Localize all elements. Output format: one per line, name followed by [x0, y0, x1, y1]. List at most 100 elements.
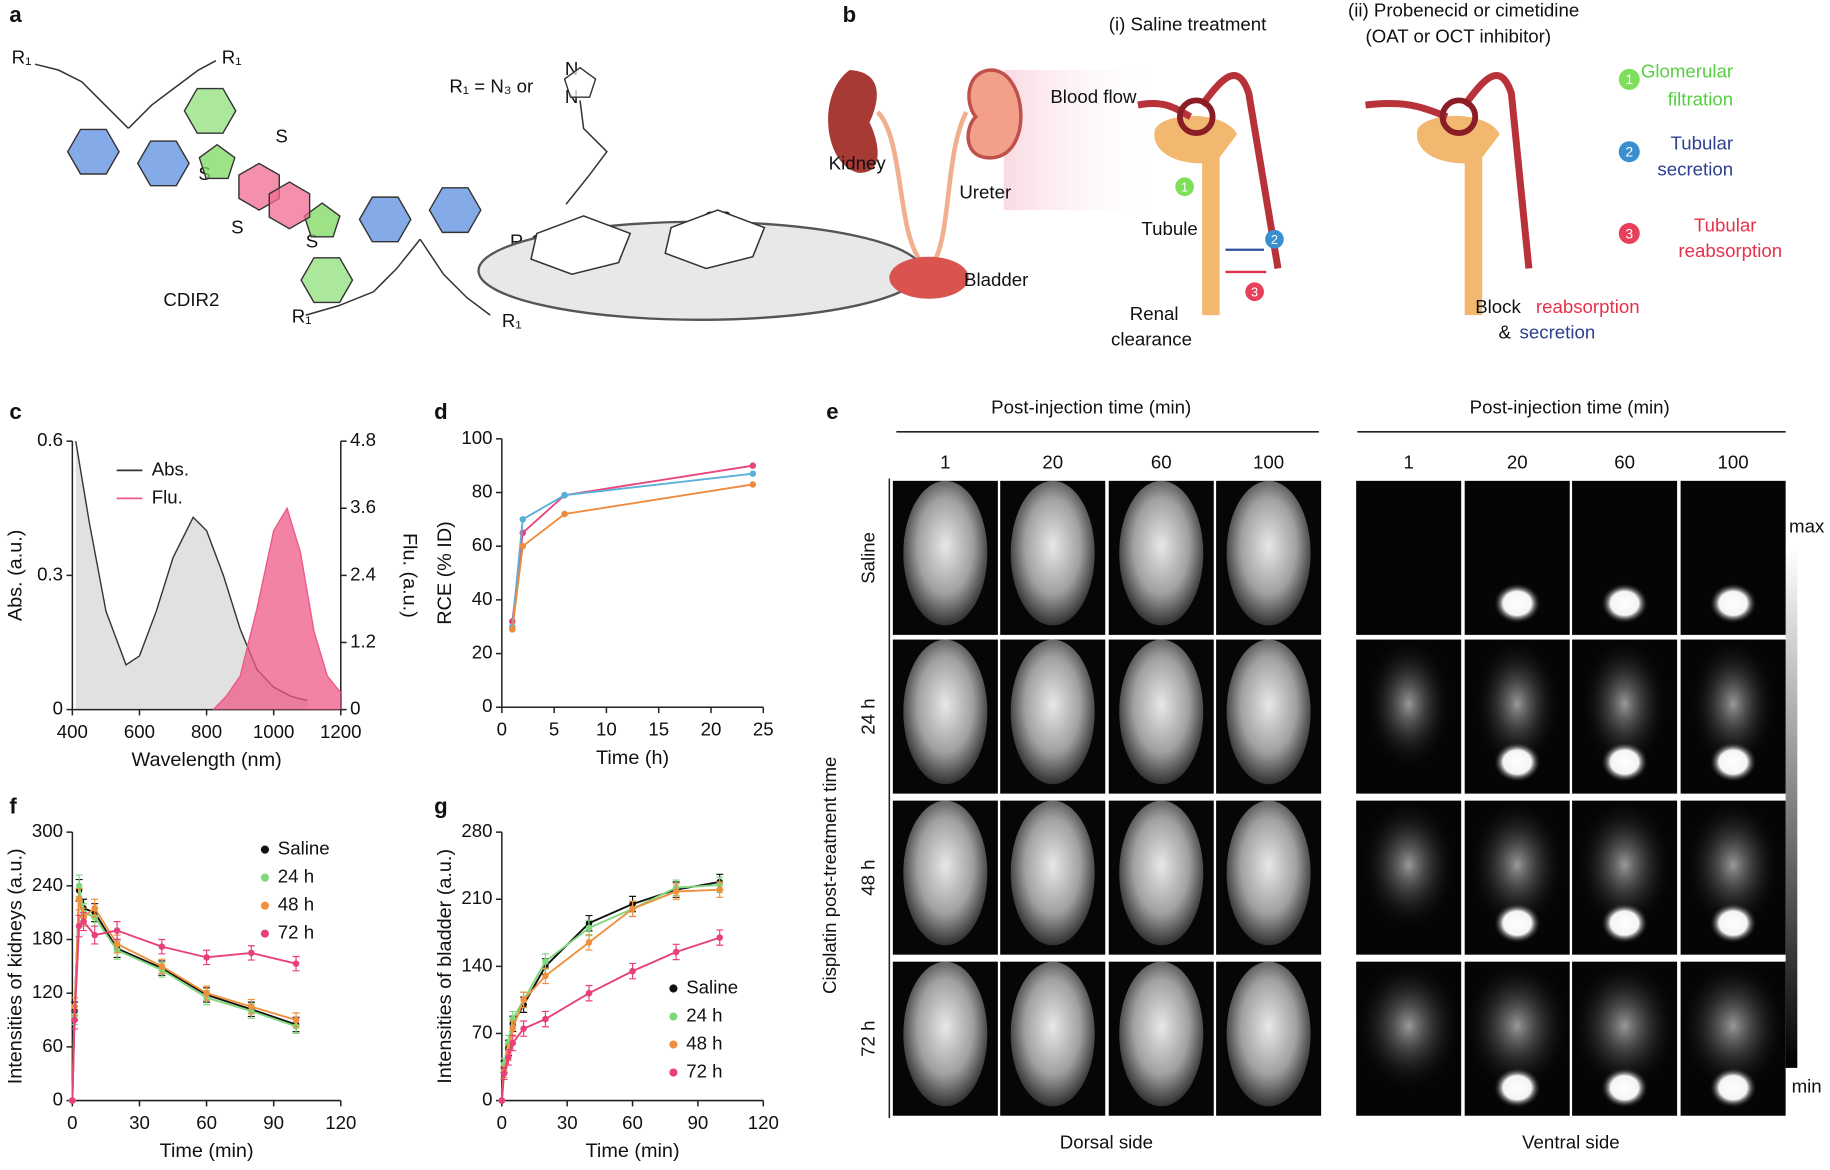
y-tick-label: 60	[42, 1035, 63, 1056]
step-badge	[1618, 68, 1640, 90]
axis-title: Post-injection time (min)	[1470, 396, 1670, 417]
bladder-signal	[1709, 1067, 1757, 1108]
mouse-body	[1010, 639, 1095, 785]
legend-swatch	[669, 1012, 678, 1021]
x-tick-label: 30	[129, 1112, 150, 1133]
point	[509, 1039, 517, 1047]
point	[542, 958, 549, 965]
mouse-body	[1119, 639, 1204, 785]
time-label: 20	[1042, 451, 1063, 472]
mouse-body	[1691, 639, 1776, 768]
x-tick-label: 90	[688, 1112, 709, 1133]
label: clearance	[1111, 329, 1192, 350]
legend-swatch	[669, 1068, 678, 1077]
mouse-body	[1573, 961, 1676, 1091]
point	[509, 1025, 517, 1032]
x-axis-label: Wavelength (nm)	[131, 749, 281, 771]
image-tile	[1356, 480, 1462, 635]
tubule-shape	[1416, 115, 1500, 316]
ring	[300, 257, 354, 304]
label: &	[1499, 322, 1512, 343]
y-tick-label: 80	[472, 480, 493, 501]
line	[71, 885, 297, 1101]
y-tick-label: 100	[461, 427, 492, 448]
x-tick-label: 60	[196, 1112, 217, 1133]
x-tick-label: 60	[622, 1112, 643, 1133]
step-badge	[1245, 282, 1264, 302]
label: (i) Saline treatment	[1109, 14, 1267, 35]
mouse-body	[1366, 639, 1451, 768]
substituent: R₁	[502, 310, 522, 331]
legend-label: 24 h	[278, 866, 314, 887]
point	[749, 481, 757, 488]
mouse-body	[1226, 800, 1311, 946]
label: Tubule	[1141, 218, 1197, 239]
y-tick-label: 40	[472, 588, 493, 609]
point	[519, 516, 527, 523]
point	[542, 1015, 549, 1023]
ring	[198, 143, 236, 180]
row-label: Saline	[857, 532, 878, 584]
mouse-body	[1577, 800, 1672, 929]
chain	[34, 60, 491, 316]
bladder-signal	[1709, 583, 1757, 624]
point	[672, 888, 680, 895]
point	[749, 462, 757, 469]
chart: 0 30 60 90 120 0 60 120 180 240 300 Time (min) Inten…	[5, 820, 357, 1162]
bladder-signal	[1493, 903, 1541, 944]
ureter-shape	[875, 110, 969, 265]
point	[520, 1025, 527, 1032]
y-tick-label: 210	[461, 887, 492, 908]
legend-label: Flu.	[152, 486, 183, 507]
label: Blood flow	[1050, 86, 1137, 107]
panel-letters: a b c d e f g	[9, 2, 856, 818]
tubule-shape	[1154, 115, 1238, 316]
point	[80, 918, 87, 925]
point	[585, 989, 593, 997]
y2-tick-label: 3.6	[350, 496, 376, 517]
line	[511, 464, 753, 622]
panel-b: 1 2 3 1 2 3 Glomerular filtration Tubula…	[828, 0, 1782, 350]
point	[69, 1097, 76, 1104]
label: (ii) Probenecid or cimetidine	[1348, 0, 1579, 21]
step-label: Glomerular	[1641, 60, 1733, 81]
line	[511, 483, 753, 630]
y2-axis-label: Flu. (a.u.)	[398, 533, 420, 618]
atom: S	[275, 126, 287, 147]
y-tick-label: 0	[482, 695, 492, 716]
zoom-glow	[1003, 70, 1168, 211]
y2-tick-label: 0	[350, 698, 360, 719]
substituent: R₁	[222, 46, 242, 67]
point	[158, 943, 166, 950]
time-label: 100	[1253, 451, 1284, 472]
y-axis-label: Abs. (a.u.)	[5, 530, 27, 621]
x-tick-label: 15	[648, 719, 669, 740]
color-scale	[1785, 548, 1798, 1068]
mouse-body	[1226, 639, 1311, 785]
step-label: filtration	[1668, 88, 1733, 109]
panel-letter: g	[434, 793, 448, 818]
mouse-body	[1226, 480, 1311, 626]
y-axis-label: Intensities of bladder (a.u.)	[434, 849, 456, 1084]
point	[113, 927, 121, 934]
point	[248, 949, 255, 957]
panel-letter: e	[826, 399, 838, 424]
glomerulus	[1439, 97, 1479, 136]
point	[500, 1070, 508, 1077]
line	[71, 899, 297, 1101]
bladder-shape	[889, 256, 969, 299]
panel-e: Post-injection time (min) Post-injection…	[819, 396, 1825, 1152]
x-tick-label: 25	[753, 719, 774, 740]
ring	[66, 128, 120, 175]
y-tick-label: 60	[472, 534, 493, 555]
time-label: 60	[1151, 451, 1172, 472]
x-axis-label: Time (min)	[160, 1140, 254, 1162]
x-tick-label: 120	[748, 1112, 779, 1133]
y-tick-label: 0	[53, 698, 63, 719]
x-tick-label: 0	[497, 1112, 507, 1133]
step-label: secretion	[1657, 158, 1733, 179]
axis-title: Post-injection time (min)	[991, 396, 1191, 417]
x-tick-label: 5	[549, 719, 559, 740]
mouse-body	[1010, 961, 1095, 1107]
bladder-signal	[1709, 903, 1757, 944]
